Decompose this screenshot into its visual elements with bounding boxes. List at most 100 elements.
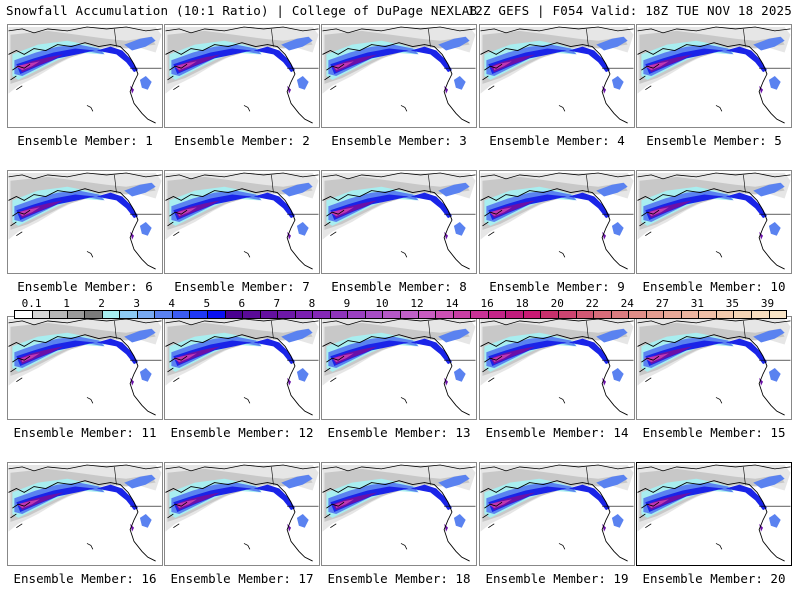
legend-swatch [120, 311, 138, 318]
arctic-coastline [322, 464, 476, 472]
legend-swatch [330, 311, 349, 318]
legend-swatch [541, 311, 559, 318]
alaska-coastline [8, 188, 156, 270]
ensemble-member-map[interactable] [479, 24, 635, 128]
snow-blue-dark [330, 486, 409, 513]
legend-tick-label: 22 [585, 297, 599, 310]
hawaii-islands [86, 543, 94, 550]
ensemble-member-map[interactable] [479, 462, 635, 566]
snowfall-map [8, 172, 162, 270]
snow-coast-band [96, 46, 138, 73]
legend-tick-label: 18 [515, 297, 529, 310]
legend-swatch [506, 311, 524, 318]
alaska-coastline [8, 42, 156, 124]
snow-sierra [602, 377, 607, 386]
snow-blue-dark [330, 340, 409, 367]
arctic-coastline [322, 318, 476, 326]
ensemble-member-map[interactable] [479, 316, 635, 420]
ensemble-member-map[interactable] [636, 462, 792, 566]
ensemble-member-map[interactable] [636, 24, 792, 128]
snow-canada-band [281, 328, 313, 343]
alaska-coastline [322, 42, 470, 124]
alaska-canada-border [743, 320, 746, 339]
snow-blue-dark [488, 340, 567, 367]
snow-rockies [296, 368, 309, 382]
ensemble-member-map[interactable] [7, 462, 163, 566]
legend-swatch [681, 311, 700, 318]
ensemble-member-label: Ensemble Member: 16 [13, 571, 157, 586]
snow-purple [490, 54, 536, 73]
aleutian-coastline [167, 63, 188, 91]
snowfall-map [480, 26, 634, 124]
ensemble-member-map[interactable] [164, 24, 320, 128]
ensemble-member-map[interactable] [321, 170, 477, 274]
snow-coast-band [725, 46, 767, 73]
ensemble-member-label: Ensemble Member: 9 [489, 279, 625, 294]
ensemble-member-label: Ensemble Member: 7 [174, 279, 310, 294]
legend-swatch [243, 311, 261, 318]
snowfall-map [8, 464, 162, 562]
snow-rockies [296, 514, 309, 528]
hawaii-islands [558, 543, 566, 550]
ensemble-member-map[interactable] [321, 24, 477, 128]
legend-swatch [295, 311, 314, 318]
alaska-coastline [637, 188, 785, 270]
snow-purple [647, 346, 693, 365]
snowfall-map [165, 26, 319, 124]
ensemble-member-map[interactable] [7, 24, 163, 128]
aleutian-coastline [167, 209, 188, 237]
ensemble-member-map[interactable] [636, 170, 792, 274]
snowfall-map [165, 464, 319, 562]
snow-canada-band [124, 36, 156, 51]
alaska-canada-border [586, 466, 589, 485]
snow-blue-dark [645, 340, 724, 367]
arctic-coastline [480, 172, 634, 180]
arctic-coastline [8, 26, 162, 34]
ensemble-member-map[interactable] [7, 170, 163, 274]
legend-swatch [523, 311, 542, 318]
ensemble-member-map[interactable] [164, 170, 320, 274]
snow-canada-band [438, 36, 470, 51]
legend-swatch [225, 311, 244, 318]
legend-swatch [383, 311, 402, 318]
ensemble-member-label: Ensemble Member: 6 [17, 279, 153, 294]
snow-rockies [139, 222, 152, 236]
hawaii-islands [400, 397, 408, 404]
ensemble-member-map[interactable] [7, 316, 163, 420]
hawaii-islands [86, 105, 94, 112]
snowfall-map [637, 464, 791, 562]
ensemble-member-label: Ensemble Member: 15 [642, 425, 786, 440]
ensemble-member-map[interactable] [321, 316, 477, 420]
ensemble-member-map[interactable] [164, 462, 320, 566]
snow-canada-band [438, 474, 470, 489]
alaska-canada-border [114, 320, 117, 339]
ensemble-member-map[interactable] [636, 316, 792, 420]
snow-coast-band [568, 338, 610, 365]
aleutian-coastline [167, 355, 188, 383]
aleutian-coastline [10, 209, 31, 237]
ensemble-member-label: Ensemble Member: 5 [646, 133, 782, 148]
snow-blue-dark [645, 194, 724, 221]
alaska-canada-border [428, 28, 431, 47]
ensemble-member-map[interactable] [164, 316, 320, 420]
snow-canada-band [281, 474, 313, 489]
alaska-canada-border [428, 174, 431, 193]
ensemble-member-map[interactable] [479, 170, 635, 274]
hawaii-islands [86, 397, 94, 404]
snow-canada-band [281, 36, 313, 51]
snow-blue [486, 336, 577, 368]
alaska-canada-border [114, 174, 117, 193]
snow-purple [332, 346, 378, 365]
ensemble-member-map[interactable] [321, 462, 477, 566]
snow-blue [486, 44, 577, 76]
ensemble-member-label: Ensemble Member: 14 [485, 425, 629, 440]
snow-blue-dark [330, 48, 409, 75]
legend-swatch [365, 311, 384, 318]
aleutian-coastline [324, 501, 345, 529]
arctic-coastline [165, 26, 319, 34]
arctic-coastline [8, 172, 162, 180]
snow-coast-band [96, 484, 138, 511]
aleutian-coastline [482, 501, 503, 529]
snow-sierra [287, 231, 292, 240]
legend-color-bar [14, 310, 787, 319]
